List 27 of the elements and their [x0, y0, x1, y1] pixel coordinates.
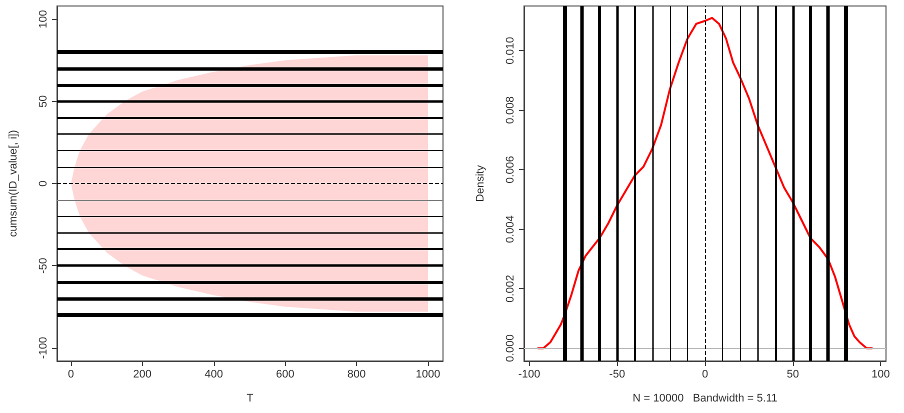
x-tick-label: 50	[786, 368, 799, 380]
x-tick-label: -100	[518, 368, 540, 380]
x-tick-label: 100	[872, 368, 890, 380]
y-axis-title: cumsum(ID_value[, i])	[8, 130, 20, 237]
y-tick-label: 0.008	[504, 96, 516, 124]
y-tick-label: 0.010	[504, 36, 516, 64]
y-tick-label: 0.000	[504, 334, 516, 362]
y-tick-label: 0.002	[504, 274, 516, 302]
x-axis-title: N = 10000 Bandwidth = 5.11	[632, 392, 778, 404]
x-tick-label: 1000	[416, 368, 440, 380]
y-tick-label: 50	[38, 95, 50, 108]
line-series	[537, 16, 873, 350]
x-tick-label: 400	[204, 368, 223, 380]
y-tick-label: 0.004	[504, 215, 516, 243]
x-tick-label: 800	[347, 368, 366, 380]
x-axis-title: T	[246, 392, 254, 404]
y-tick-label: -50	[38, 258, 50, 274]
x-tick-label: 0	[68, 368, 74, 380]
y-tick-label: 0.006	[504, 156, 516, 184]
x-tick-label: 600	[276, 368, 294, 380]
y-tick-label: 100	[38, 10, 50, 28]
x-tick-label: -50	[609, 368, 626, 380]
y-tick-label: 0	[38, 180, 50, 187]
x-tick-label: 0	[702, 368, 708, 380]
x-tick-label: 200	[133, 368, 152, 380]
y-tick-label: -100	[38, 336, 50, 359]
y-axis-title: Density	[474, 164, 486, 202]
